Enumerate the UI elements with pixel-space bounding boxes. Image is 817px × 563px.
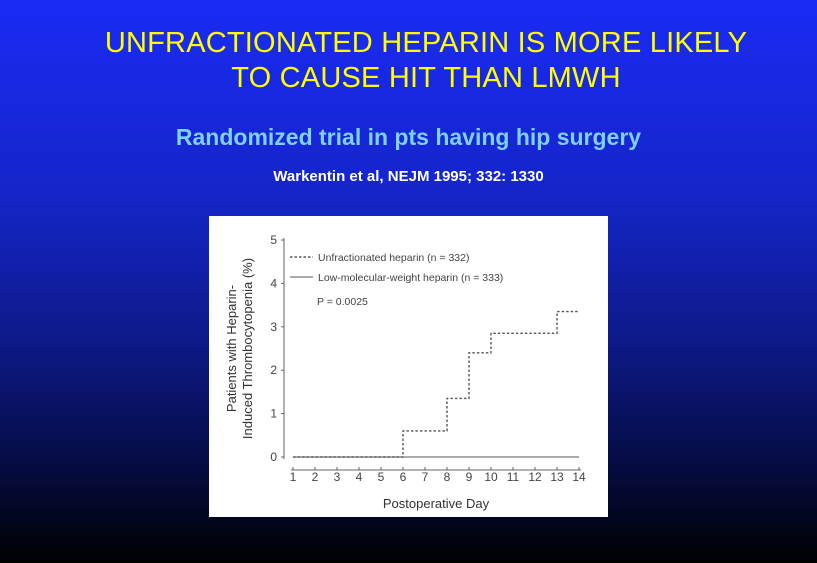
x-tick-label: 8 (444, 470, 451, 484)
legend-label-1: Unfractionated heparin (n = 332) (318, 252, 469, 264)
x-tick-label: 9 (466, 470, 473, 484)
x-tick-label: 7 (422, 470, 429, 484)
y-tick-label: 2 (270, 363, 277, 377)
y-axis-title-line-1: Patients with Heparin- (224, 285, 239, 412)
y-axis-title: Patients with Heparin- Induced Thrombocy… (224, 258, 255, 439)
title-line-1: UNFRACTIONATED HEPARIN IS MORE LIKELY (104, 27, 748, 59)
x-tick-label: 2 (312, 470, 319, 484)
x-tick-label: 3 (334, 470, 341, 484)
x-tick-label: 13 (550, 470, 564, 484)
x-tick-label: 1 (290, 470, 297, 484)
legend-label-2: Low-molecular-weight heparin (n = 333) (318, 272, 503, 284)
slide-title: UNFRACTIONATED HEPARIN IS MORE LIKELY TO… (0, 26, 817, 96)
x-tick-label: 10 (484, 470, 498, 484)
step-chart: Patients with Heparin- Induced Thrombocy… (224, 233, 586, 511)
title-line-2: TO CAUSE HIT THAN LMWH (231, 62, 621, 94)
x-tick-label: 14 (572, 470, 586, 484)
x-tick-label: 4 (356, 470, 363, 484)
slide-subtitle: Randomized trial in pts having hip surge… (175, 124, 642, 150)
chart-panel: Patients with Heparin- Induced Thrombocy… (209, 216, 608, 517)
x-tick-label: 5 (378, 470, 385, 484)
x-tick-label: 12 (528, 470, 542, 484)
x-tick-label: 6 (400, 470, 407, 484)
y-tick-label: 4 (270, 276, 277, 290)
citation: Warkentin et al, NEJM 1995; 332: 1330 (273, 168, 544, 185)
x-tick-label: 11 (507, 470, 520, 484)
series-line-1 (293, 310, 579, 458)
axes (283, 238, 581, 471)
y-tick-label: 3 (270, 320, 277, 334)
y-tick-label: 5 (270, 233, 277, 247)
legend: Unfractionated heparin (n = 332) Low-mole… (290, 252, 503, 284)
y-tick-label: 0 (270, 450, 277, 464)
x-axis-title: Postoperative Day (383, 496, 490, 511)
p-value-annotation: P = 0.0025 (317, 296, 368, 308)
y-tick-label: 1 (270, 407, 277, 421)
y-axis-title-line-2: Induced Thrombocytopenia (%) (240, 258, 255, 439)
series-lines (293, 310, 579, 458)
